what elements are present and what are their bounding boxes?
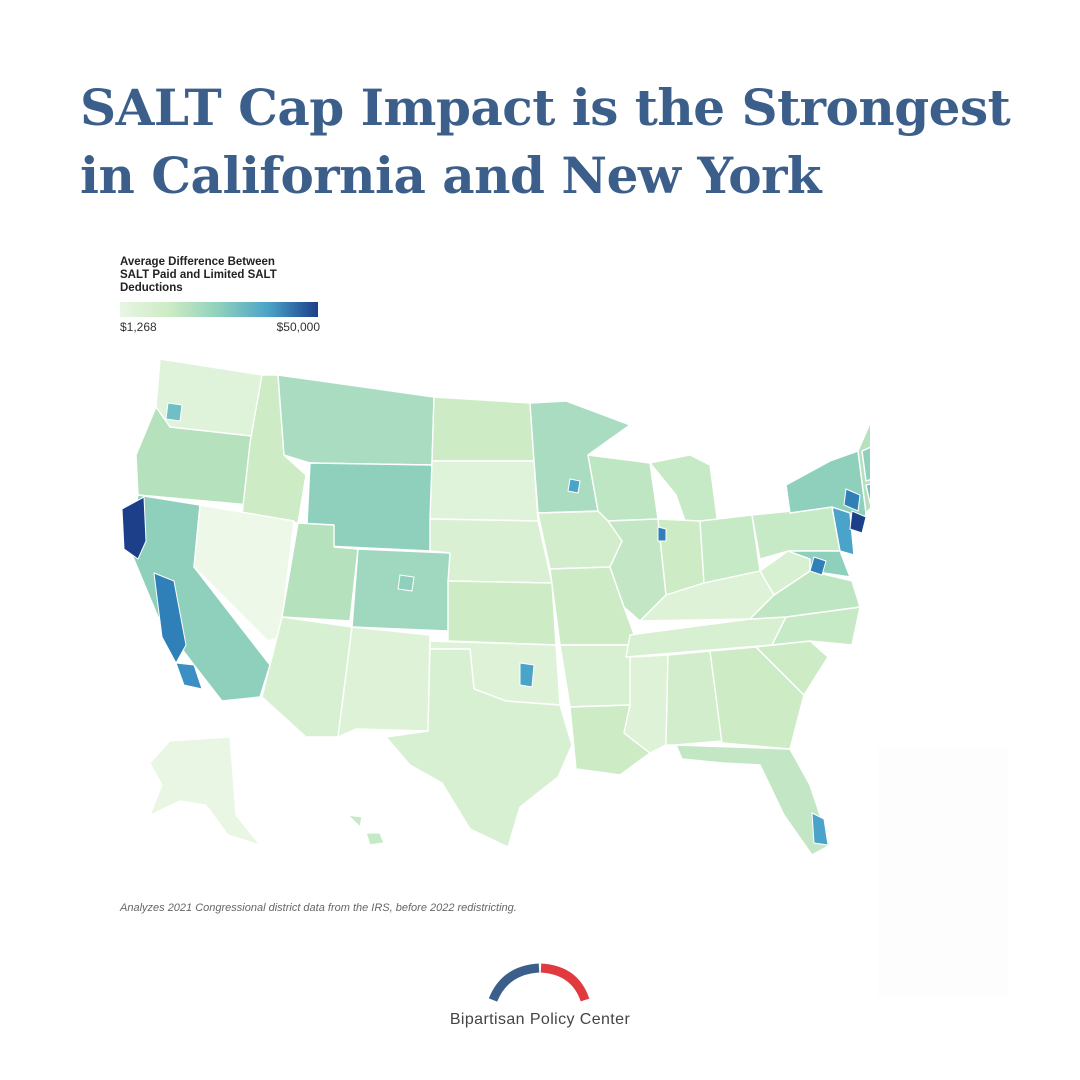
state-vermont [861,446,870,482]
district-south-florida [811,812,829,846]
title-line-1: SALT Cap Impact is the Strongest [80,78,1011,137]
state-massachusetts [865,483,870,504]
legend-color-scale [120,302,318,317]
brand-name: Bipartisan Policy Center [449,1011,631,1028]
title-line-2: in California and New York [80,146,822,205]
map-legend: Average Difference Between SALT Paid and… [120,256,320,334]
district-new-york-city [849,510,867,534]
state-mississippi [623,654,669,754]
bpc-arc-logo-icon [488,963,590,1002]
state-florida [675,744,831,856]
state-missouri [549,566,639,646]
state-nebraska [429,518,553,584]
district-dallas [519,662,535,688]
page-title: SALT Cap Impact is the Strongest in Cali… [80,74,1020,210]
brand-logo: Bipartisan Policy Center [420,962,660,1029]
us-choropleth-map [121,358,870,856]
state-north-dakota [431,396,535,462]
district-northern-virginia [809,556,827,576]
state-colorado [351,548,451,632]
district-los-angeles [175,662,203,690]
state-new-mexico [337,626,431,738]
state-hawaii [346,814,385,846]
source-note: Analyzes 2021 Congressional district dat… [120,902,517,914]
district-chicago [657,526,667,542]
state-alabama [665,650,723,746]
district-bay-area [121,496,147,560]
state-wisconsin [587,454,659,522]
district-westchester [843,488,861,512]
state-nevada [193,504,295,642]
state-new-jersey [831,506,855,556]
legend-title: Average Difference Between SALT Paid and… [120,256,277,294]
district-denver [397,574,415,592]
legend-max-label: $50,000 [276,320,320,334]
district-seattle [165,402,183,422]
blank-overlay [878,748,1008,996]
state-washington [155,358,263,438]
state-alaska [148,736,262,847]
district-minneapolis [567,478,581,494]
state-texas [385,648,573,848]
state-kansas [447,580,557,646]
state-georgia [709,646,805,750]
state-montana [277,374,435,466]
legend-min-label: $1,268 [120,320,157,334]
state-south-dakota [429,460,539,522]
district-southern-california [153,572,187,665]
